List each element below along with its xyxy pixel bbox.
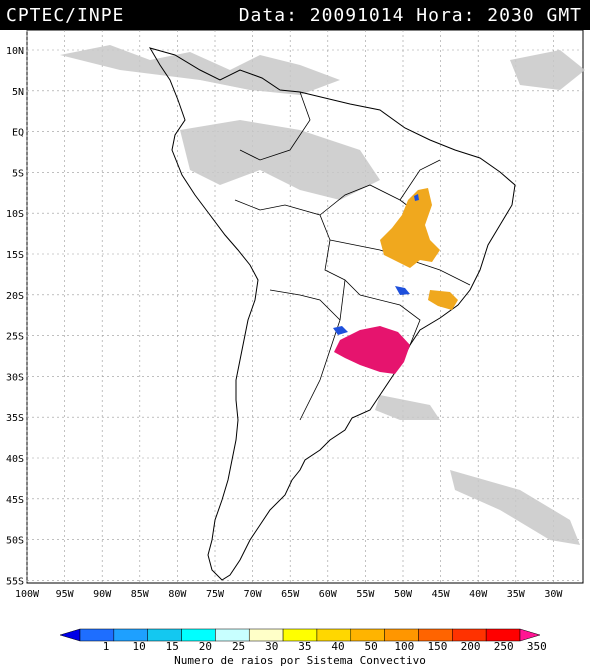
colorbar-tick-label: 350 [526,640,547,653]
colorbar-cell [519,628,541,642]
lon-label: 80W [168,589,187,600]
lat-label: 30S [6,372,24,383]
lon-label: 85W [131,589,150,600]
magenta-system [334,326,410,374]
lat-label: 55S [6,576,24,587]
colorbar-title: Numero de raios por Sistema Convectivo [174,654,426,667]
orange-system-2 [428,290,458,310]
lon-label: 35W [507,589,526,600]
lon-label: 50W [394,589,413,600]
map-panel: 10N5NEQ5S10S15S20S25S30S35S40S45S50S55S … [6,29,585,600]
lon-label: 95W [56,589,75,600]
lat-label: 10S [6,209,24,220]
colorbar-tick-label: 10 [132,640,146,653]
continent-outline [148,47,516,581]
lon-label: 55W [356,589,375,600]
colorbar-tick-label: 50 [364,640,378,653]
colorbar-tick-label: 35 [298,640,312,653]
lat-label: 5S [12,168,24,179]
blue-system-3 [414,194,419,201]
blue-system-1 [333,326,348,335]
lon-label: 30W [544,589,563,600]
colorbar-tick-label: 25 [231,640,246,653]
colorbar-tick-label: 100 [394,640,415,653]
colorbar-tick-label: 200 [460,640,481,653]
colorbar-tick-label: 250 [493,640,514,653]
lon-label: 40W [469,589,488,600]
colorbar-tick-label: 1 [102,640,110,653]
lon-label: 45W [432,589,451,600]
lat-label: 20S [6,291,24,302]
lat-label: 15S [6,250,24,261]
colorbar-tick-label: 150 [427,640,448,653]
lon-label: 70W [244,589,263,600]
convective-systems [333,188,458,374]
lat-label: 35S [6,413,24,424]
date-time-label: Data: 20091014 Hora: 2030 GMT [238,5,582,26]
lat-labels: 10N 5N EQ 5S 10S 15S 20S 25S 30S 35S 40S 45S 50S 55S [6,46,24,587]
lon-label: 90W [93,589,112,600]
lat-label: 50S [6,536,24,547]
colorbar-tick-label: 40 [331,640,345,653]
lon-label: 60W [319,589,338,600]
lon-label: 100W [15,589,40,600]
lat-label: 45S [6,495,24,506]
lat-label: 5N [12,87,24,98]
lat-label: 25S [6,332,24,343]
colorbar-tick-label: 30 [265,640,279,653]
blue-system-2 [395,286,410,295]
lon-label: 75W [206,589,225,600]
source-label: CPTEC/INPE [6,5,125,26]
cloud-cover [60,45,585,545]
lon-labels: 100W 95W 90W 85W 80W 75W 70W 65W 60W 55W 50W 45W 40W… [15,589,563,600]
colorbar [59,628,541,642]
colorbar-tick-label: 20 [198,640,213,653]
title-bar: CPTEC/INPE Data: 20091014 Hora: 2030 GMT [0,0,590,30]
lat-label: EQ [12,128,24,139]
lon-label: 65W [281,589,300,600]
lat-label: 10N [6,46,24,57]
orange-system [380,188,440,268]
colorbar-tick-label: 15 [165,640,179,653]
colorbar-cell [59,628,81,642]
lat-label: 40S [6,454,24,465]
